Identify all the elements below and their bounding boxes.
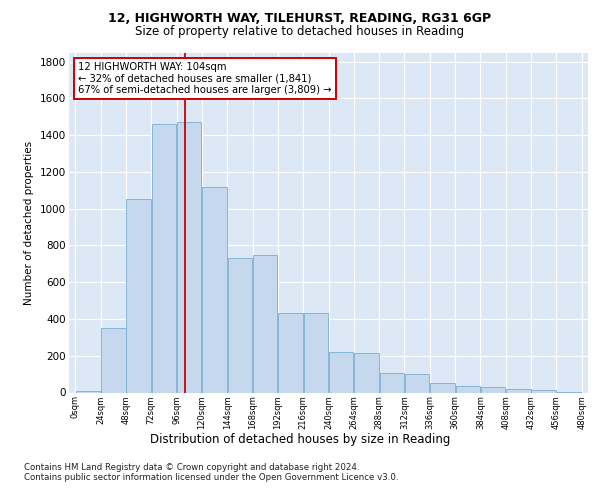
Y-axis label: Number of detached properties: Number of detached properties xyxy=(25,140,34,304)
Bar xyxy=(354,353,379,393)
Bar xyxy=(481,387,505,392)
Bar xyxy=(506,389,530,392)
Text: Contains public sector information licensed under the Open Government Licence v3: Contains public sector information licen… xyxy=(24,472,398,482)
Bar xyxy=(76,390,100,392)
Bar xyxy=(278,314,303,392)
Bar xyxy=(380,373,404,392)
Bar xyxy=(202,186,227,392)
Bar xyxy=(227,258,252,392)
Bar xyxy=(430,384,455,392)
Bar xyxy=(405,374,430,392)
Text: 12 HIGHWORTH WAY: 104sqm
← 32% of detached houses are smaller (1,841)
67% of sem: 12 HIGHWORTH WAY: 104sqm ← 32% of detach… xyxy=(79,62,332,95)
Bar xyxy=(329,352,353,393)
Text: Size of property relative to detached houses in Reading: Size of property relative to detached ho… xyxy=(136,25,464,38)
Bar xyxy=(101,328,125,392)
Bar xyxy=(177,122,202,392)
Bar xyxy=(304,314,328,392)
Bar xyxy=(127,198,151,392)
Text: Distribution of detached houses by size in Reading: Distribution of detached houses by size … xyxy=(150,432,450,446)
Bar xyxy=(455,386,480,392)
Text: Contains HM Land Registry data © Crown copyright and database right 2024.: Contains HM Land Registry data © Crown c… xyxy=(24,462,359,471)
Bar xyxy=(532,390,556,392)
Text: 12, HIGHWORTH WAY, TILEHURST, READING, RG31 6GP: 12, HIGHWORTH WAY, TILEHURST, READING, R… xyxy=(109,12,491,26)
Bar xyxy=(152,124,176,392)
Bar xyxy=(253,254,277,392)
